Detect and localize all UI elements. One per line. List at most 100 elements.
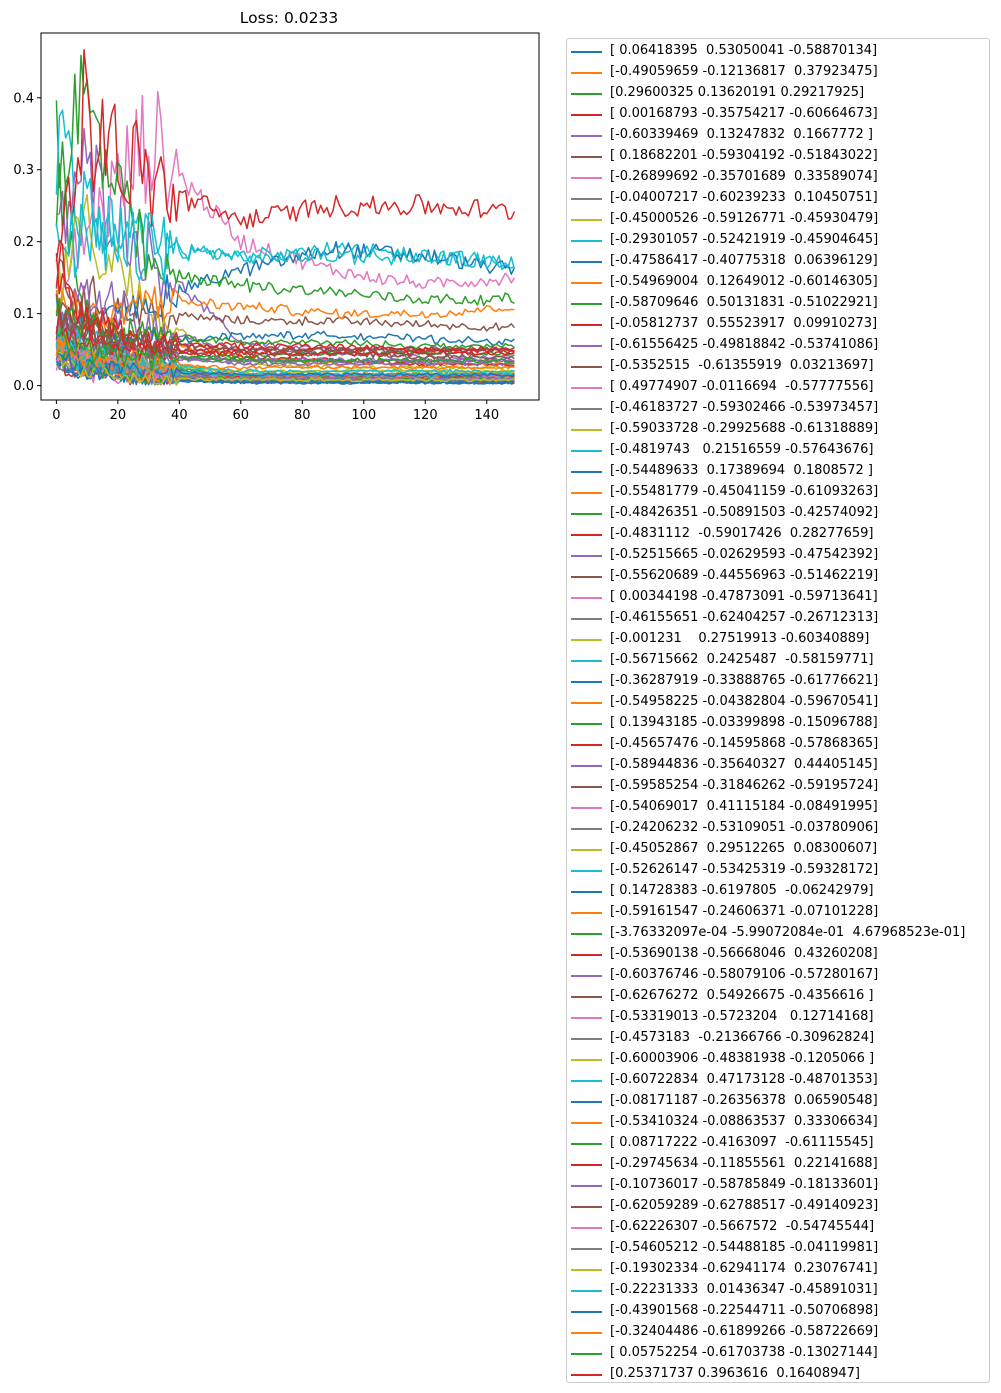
legend-swatch <box>571 198 602 200</box>
legend-entry: [ 0.00168793 -0.35754217 -0.60664673] <box>567 104 989 125</box>
legend-swatch <box>571 891 602 893</box>
legend-entry: [-0.53410324 -0.08863537 0.33306634] <box>567 1112 989 1133</box>
legend: [ 0.06418395 0.53050041 -0.58870134] [-0.… <box>566 38 990 1383</box>
legend-swatch <box>571 1374 602 1376</box>
legend-label: [-0.46155651 -0.62404257 -0.26712313] <box>610 610 879 625</box>
legend-swatch <box>571 282 602 284</box>
legend-label: [-0.61556425 -0.49818842 -0.53741086] <box>610 337 879 352</box>
legend-label: [-0.62676272 0.54926675 -0.4356616 ] <box>610 988 874 1003</box>
legend-entry: [-0.47586417 -0.40775318 0.06396129] <box>567 251 989 272</box>
legend-label: [-0.46183727 -0.59302466 -0.53973457] <box>610 400 879 415</box>
legend-entry: [ 0.06418395 0.53050041 -0.58870134] <box>567 41 989 62</box>
legend-swatch <box>571 450 602 452</box>
legend-swatch <box>571 1290 602 1292</box>
legend-swatch <box>571 975 602 977</box>
legend-swatch <box>571 660 602 662</box>
legend-swatch <box>571 513 602 515</box>
legend-label: [-0.58709646 0.50131831 -0.51022921] <box>610 295 878 310</box>
legend-entry: [ 0.49774907 -0.0116694 -0.57777556] <box>567 377 989 398</box>
legend-swatch <box>571 219 602 221</box>
legend-label: [ 0.05752254 -0.61703738 -0.13027144] <box>610 1345 878 1360</box>
legend-label: [-0.54969004 0.12649012 -0.60146305] <box>610 274 878 289</box>
series-line <box>55 253 515 355</box>
legend-label: [-0.45657476 -0.14595868 -0.57868365] <box>610 736 879 751</box>
legend-entry: [-0.48426351 -0.50891503 -0.42574092] <box>567 503 989 524</box>
legend-label: [-0.53690138 -0.56668046 0.43260208] <box>610 946 878 961</box>
legend-entry: [-0.26899692 -0.35701689 0.33589074] <box>567 167 989 188</box>
legend-entry: [-0.53319013 -0.5723204 0.12714168] <box>567 1007 989 1028</box>
legend-label: [-0.48426351 -0.50891503 -0.42574092] <box>610 505 879 520</box>
legend-swatch <box>571 366 602 368</box>
legend-label: [-0.29745634 -0.11855561 0.22141688] <box>610 1156 878 1171</box>
legend-entry: [-0.29745634 -0.11855561 0.22141688] <box>567 1154 989 1175</box>
legend-swatch <box>571 1311 602 1313</box>
legend-entry: [-0.60722834 0.47173128 -0.48701353] <box>567 1070 989 1091</box>
legend-label: [-0.04007217 -0.60239233 0.10450751] <box>610 190 878 205</box>
legend-label: [-0.05812737 0.55523917 0.09910273] <box>610 316 878 331</box>
series-line <box>55 257 515 335</box>
legend-entry: [-0.08171187 -0.26356378 0.06590548] <box>567 1091 989 1112</box>
legend-entry: [ 0.18682201 -0.59304192 -0.51843022] <box>567 146 989 167</box>
legend-swatch <box>571 1038 602 1040</box>
legend-entry: [-0.46155651 -0.62404257 -0.26712313] <box>567 608 989 629</box>
legend-swatch <box>571 177 602 179</box>
legend-label: [-0.19302334 -0.62941174 0.23076741] <box>610 1261 878 1276</box>
x-tick-label: 40 <box>171 408 188 423</box>
legend-entry: [-0.59033728 -0.29925688 -0.61318889] <box>567 419 989 440</box>
legend-entry: [-0.4831112 -0.59017426 0.28277659] <box>567 524 989 545</box>
legend-swatch <box>571 555 602 557</box>
legend-entry: [-0.62676272 0.54926675 -0.4356616 ] <box>567 986 989 1007</box>
x-tick-label: 80 <box>294 408 311 423</box>
legend-label: [-0.53319013 -0.5723204 0.12714168] <box>610 1009 874 1024</box>
series-line <box>55 312 515 361</box>
legend-entry: [-0.05812737 0.55523917 0.09910273] <box>567 314 989 335</box>
legend-entry: [-0.24206232 -0.53109051 -0.03780906] <box>567 818 989 839</box>
legend-swatch <box>571 618 602 620</box>
series-line <box>55 351 515 386</box>
legend-swatch <box>571 996 602 998</box>
legend-entry: [-0.49059659 -0.12136817 0.37923475] <box>567 62 989 83</box>
legend-label: [-0.60003906 -0.48381938 -0.1205066 ] <box>610 1051 875 1066</box>
legend-entry: [-0.36287919 -0.33888765 -0.61776621] <box>567 671 989 692</box>
legend-label: [-0.58944836 -0.35640327 0.44405145] <box>610 757 878 772</box>
legend-entry: [-0.60376746 -0.58079106 -0.57280167] <box>567 965 989 986</box>
legend-swatch <box>571 1227 602 1229</box>
legend-entry: [-0.52515665 -0.02629593 -0.47542392] <box>567 545 989 566</box>
legend-swatch <box>571 303 602 305</box>
legend-label: [-0.26899692 -0.35701689 0.33589074] <box>610 169 878 184</box>
legend-swatch <box>571 1059 602 1061</box>
legend-label: [ 0.06418395 0.53050041 -0.58870134] <box>610 43 878 58</box>
legend-entry: [-0.4573183 -0.21366766 -0.30962824] <box>567 1028 989 1049</box>
legend-entry: [-0.45657476 -0.14595868 -0.57868365] <box>567 734 989 755</box>
legend-entry: [-0.4819743 0.21516559 -0.57643676] <box>567 440 989 461</box>
legend-entry: [-0.5352515 -0.61355919 0.03213697] <box>567 356 989 377</box>
legend-swatch <box>571 912 602 914</box>
legend-swatch <box>571 1122 602 1124</box>
legend-label: [ 0.14728383 -0.6197805 -0.06242979] <box>610 883 874 898</box>
legend-swatch <box>571 744 602 746</box>
legend-swatch <box>571 786 602 788</box>
legend-label: [-0.29301057 -0.52421919 -0.45904645] <box>610 232 879 247</box>
legend-entry: [-0.52626147 -0.53425319 -0.59328172] <box>567 860 989 881</box>
x-tick-label: 120 <box>413 408 438 423</box>
legend-swatch <box>571 240 602 242</box>
legend-swatch <box>571 1017 602 1019</box>
legend-swatch <box>571 870 602 872</box>
series-line <box>56 352 515 380</box>
legend-label: [-0.60339469 0.13247832 0.1667772 ] <box>610 127 873 142</box>
legend-label: [-0.22231333 0.01436347 -0.45891031] <box>610 1282 878 1297</box>
legend-swatch <box>571 639 602 641</box>
legend-label: [-0.54605212 -0.54488185 -0.04119981] <box>610 1240 879 1255</box>
legend-swatch <box>571 72 602 74</box>
legend-label: [0.29600325 0.13620191 0.29217925] <box>610 85 865 100</box>
legend-swatch <box>571 954 602 956</box>
legend-entry: [-0.32404486 -0.61899266 -0.58722669] <box>567 1322 989 1343</box>
legend-entry: [ 0.14728383 -0.6197805 -0.06242979] <box>567 881 989 902</box>
legend-label: [-0.59033728 -0.29925688 -0.61318889] <box>610 421 879 436</box>
legend-swatch <box>571 597 602 599</box>
legend-label: [-0.4819743 0.21516559 -0.57643676] <box>610 442 874 457</box>
legend-entry: [-0.62059289 -0.62788517 -0.49140923] <box>567 1196 989 1217</box>
legend-swatch <box>571 1164 602 1166</box>
legend-entry: [-0.001231 0.27519913 -0.60340889] <box>567 629 989 650</box>
series-line <box>56 326 515 362</box>
